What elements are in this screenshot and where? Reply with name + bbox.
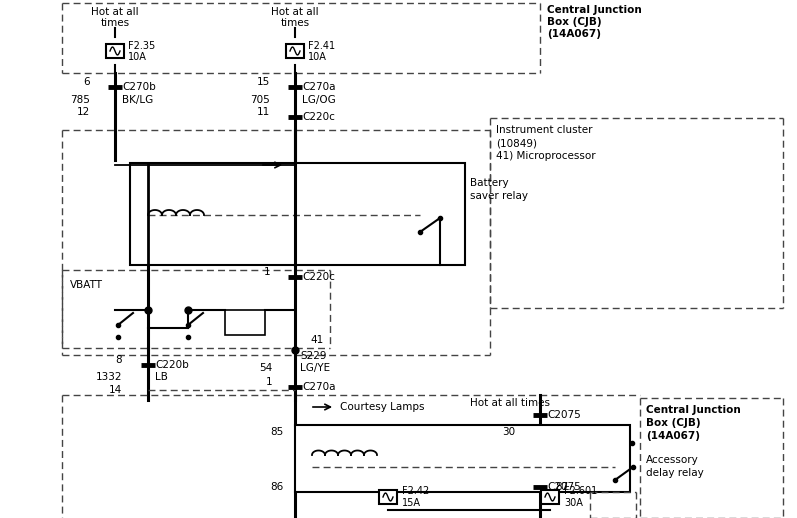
Text: 41) Microprocessor: 41) Microprocessor	[496, 151, 595, 161]
Text: Courtesy Lamps: Courtesy Lamps	[340, 402, 425, 412]
Text: C2075: C2075	[547, 410, 581, 420]
Bar	[106, 44, 124, 58]
Text: C220c: C220c	[302, 272, 335, 282]
Text: 8: 8	[116, 355, 122, 365]
Text: F2.41: F2.41	[308, 41, 335, 51]
Text: 85: 85	[271, 427, 284, 437]
Text: 11: 11	[257, 107, 270, 117]
Text: times: times	[100, 18, 130, 28]
Text: LG/OG: LG/OG	[302, 95, 336, 105]
Text: F2.42: F2.42	[402, 486, 430, 496]
Text: 12: 12	[77, 107, 90, 117]
Text: F2.601: F2.601	[564, 486, 597, 496]
Text: Box (CJB): Box (CJB)	[646, 418, 701, 428]
Text: Hot at all: Hot at all	[91, 7, 139, 17]
Text: saver relay: saver relay	[470, 191, 528, 201]
Text: Hot at all times: Hot at all times	[470, 398, 550, 408]
Text: 15A: 15A	[402, 498, 421, 508]
Text: C270a: C270a	[302, 382, 336, 392]
Text: Box (CJB): Box (CJB)	[547, 17, 602, 27]
Text: delay relay: delay relay	[646, 468, 704, 478]
Bar	[130, 163, 465, 265]
Text: 705: 705	[250, 95, 270, 105]
Text: LG/YE: LG/YE	[300, 363, 330, 373]
Text: Accessory: Accessory	[646, 455, 699, 465]
Text: 1: 1	[265, 377, 272, 387]
Text: Battery: Battery	[470, 178, 508, 188]
Text: 10A: 10A	[308, 52, 327, 62]
Text: 30A: 30A	[564, 498, 583, 508]
Text: 30: 30	[502, 427, 515, 437]
Text: S229: S229	[300, 351, 327, 361]
Text: 14: 14	[108, 385, 122, 395]
Text: Central Junction: Central Junction	[646, 405, 740, 415]
Text: 6: 6	[84, 77, 90, 87]
Text: Hot at all: Hot at all	[271, 7, 319, 17]
Bar	[541, 490, 559, 504]
Bar	[286, 44, 304, 58]
Text: C220b: C220b	[155, 360, 189, 370]
Text: Central Junction: Central Junction	[547, 5, 642, 15]
Text: C220c: C220c	[302, 112, 335, 122]
Bar	[379, 490, 397, 504]
Text: C270b: C270b	[122, 82, 155, 92]
Text: 785: 785	[70, 95, 90, 105]
Text: 1: 1	[263, 267, 270, 277]
Text: 1332: 1332	[96, 372, 122, 382]
Text: C2075: C2075	[547, 482, 581, 492]
Text: 15: 15	[257, 77, 270, 87]
Text: times: times	[281, 18, 309, 28]
Text: LB: LB	[155, 372, 168, 382]
Text: 41: 41	[310, 335, 324, 345]
Bar	[225, 310, 265, 335]
Text: 87: 87	[555, 482, 568, 492]
Text: (10849): (10849)	[496, 138, 537, 148]
Bar	[295, 425, 630, 492]
Text: Instrument cluster: Instrument cluster	[496, 125, 592, 135]
Text: C270a: C270a	[302, 82, 336, 92]
Text: 54: 54	[259, 363, 272, 373]
Text: VBATT: VBATT	[70, 280, 103, 290]
Text: 86: 86	[271, 482, 284, 492]
Text: (14A067): (14A067)	[547, 29, 601, 39]
Text: (14A067): (14A067)	[646, 431, 700, 441]
Text: 10A: 10A	[128, 52, 147, 62]
Text: BK/LG: BK/LG	[122, 95, 153, 105]
Text: F2.35: F2.35	[128, 41, 155, 51]
